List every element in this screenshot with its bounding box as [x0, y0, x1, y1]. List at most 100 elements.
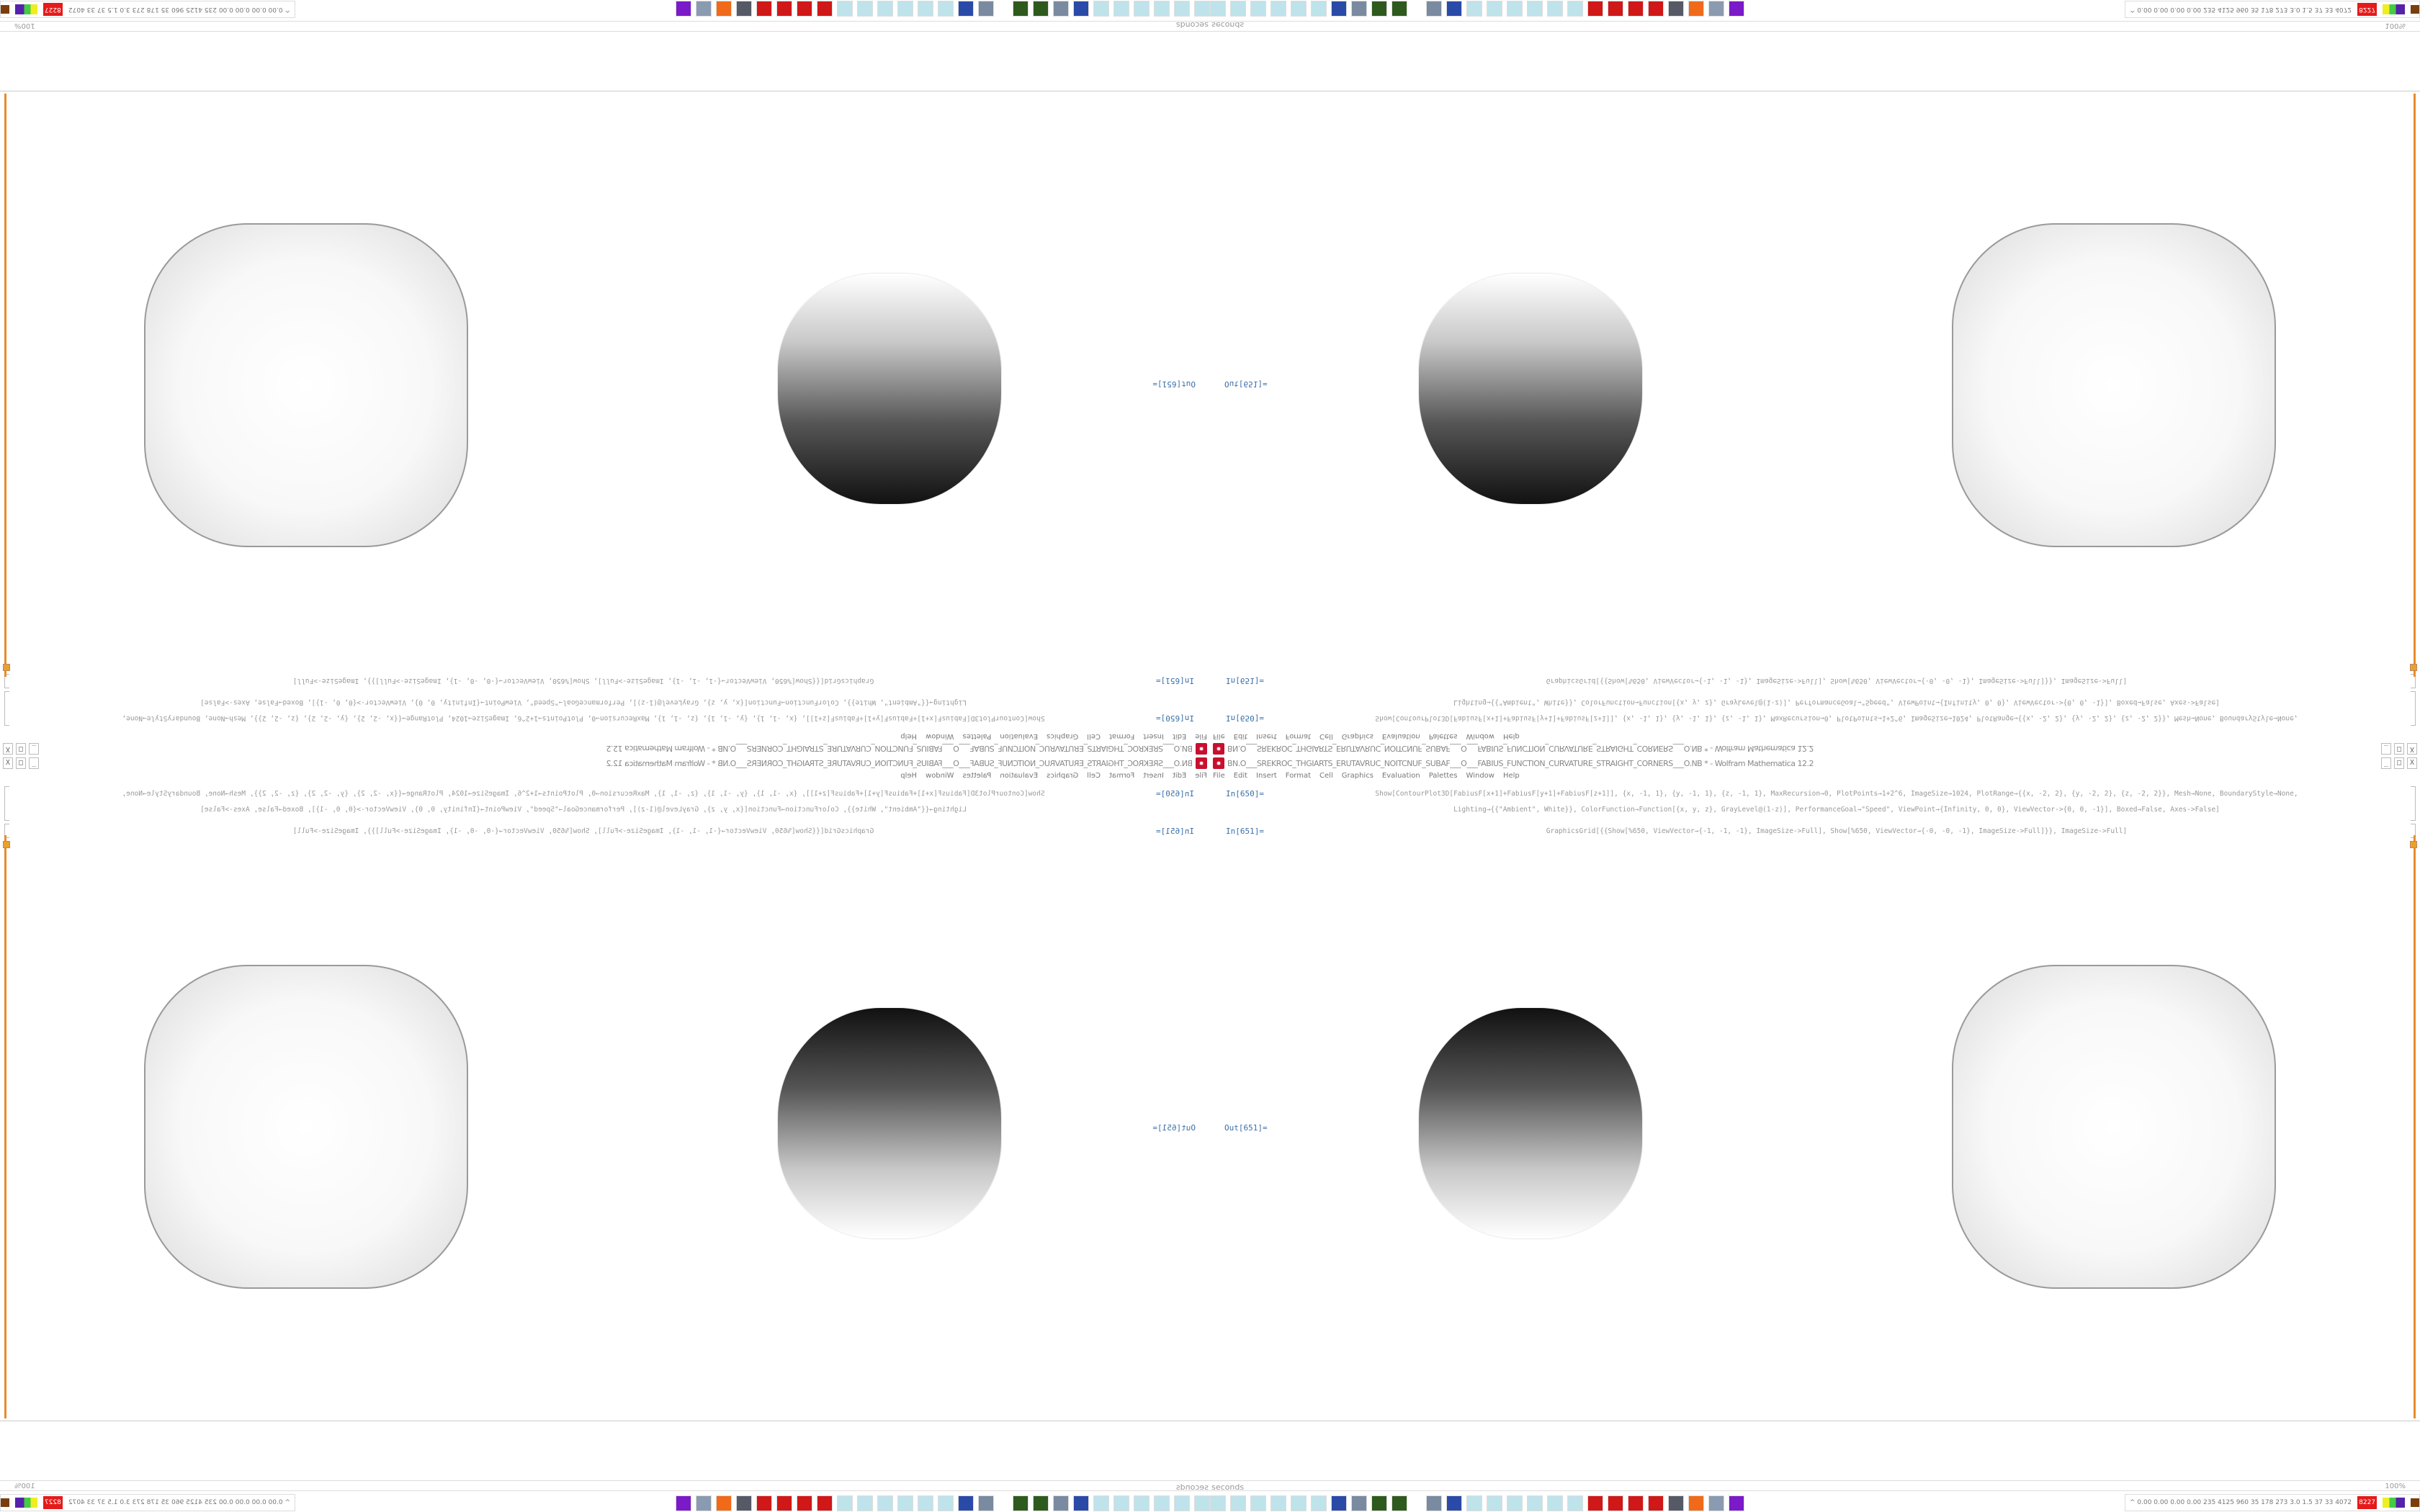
taskbar-mathematica-icon[interactable] [1648, 1495, 1664, 1511]
zoom-level[interactable]: 100% [2385, 1482, 2406, 1490]
taskbar-terminal-icon[interactable] [1371, 1, 1387, 17]
taskbar-server-icon[interactable] [1708, 1495, 1724, 1511]
taskbar-notepad-icon[interactable] [918, 1, 933, 17]
menu-palettes[interactable]: Palettes [962, 772, 992, 780]
taskbar-notepad-icon[interactable] [857, 1, 873, 17]
menu-evaluation[interactable]: Evaluation [1381, 732, 1420, 740]
taskbar-notepad-icon[interactable] [1291, 1, 1307, 17]
taskbar-notepad-icon[interactable] [1174, 1, 1190, 17]
taskbar-mathematica-icon[interactable] [776, 1495, 792, 1511]
menu-evaluation[interactable]: Evaluation [1381, 772, 1420, 780]
taskbar-mathematica-icon[interactable] [1587, 1495, 1603, 1511]
taskbar-computer-icon[interactable] [1053, 1, 1069, 17]
menu-insert[interactable]: Insert [1143, 772, 1164, 780]
taskbar-notepad-icon[interactable] [1507, 1, 1523, 17]
taskbar-computer-icon[interactable] [1426, 1, 1442, 17]
minimize-button[interactable]: _ [2381, 743, 2391, 755]
taskbar-mathematica-icon[interactable] [817, 1495, 833, 1511]
output-graphics[interactable]: Out[651]= [1210, 94, 2420, 677]
taskbar-mathematica-icon[interactable] [776, 1, 792, 17]
input-cell-650[interactable]: In[650]= Show[ContourPlot3D[FabiusF[x+1]… [1210, 786, 2420, 822]
menu-edit[interactable]: Edit [1172, 772, 1187, 780]
taskbar-terminal-icon[interactable] [1013, 1, 1028, 17]
taskbar-computer-icon[interactable] [978, 1495, 994, 1511]
menu-cell[interactable]: Cell [1087, 772, 1101, 780]
taskbar-notepad-icon[interactable] [1507, 1495, 1523, 1511]
graphics-cell-bracket[interactable] [4, 94, 9, 677]
taskbar-floppy-icon[interactable] [1331, 1, 1347, 17]
menu-file[interactable]: File [1213, 772, 1225, 780]
menu-help[interactable]: Help [900, 732, 918, 740]
close-button[interactable]: X [2407, 757, 2417, 769]
taskbar-terminal-icon[interactable] [1033, 1495, 1049, 1511]
taskbar-notepad-icon[interactable] [1154, 1495, 1170, 1511]
menu-insert[interactable]: Insert [1143, 732, 1164, 740]
taskbar-notepad-icon[interactable] [1270, 1495, 1286, 1511]
taskbar-floppy-icon[interactable] [1331, 1495, 1347, 1511]
maximize-button[interactable]: □ [16, 757, 26, 769]
taskbar-firefox-icon[interactable] [1688, 1495, 1704, 1511]
menu-palettes[interactable]: Palettes [962, 732, 992, 740]
taskbar-notepad-icon[interactable] [1270, 1, 1286, 17]
taskbar-notepad-icon[interactable] [938, 1, 954, 17]
close-button[interactable]: X [2407, 743, 2417, 755]
taskbar-notepad-icon[interactable] [857, 1495, 873, 1511]
maximize-button[interactable]: □ [2394, 757, 2404, 769]
taskbar-computer-icon[interactable] [978, 1, 994, 17]
taskbar-notepad-icon[interactable] [1230, 1, 1246, 17]
menu-insert[interactable]: Insert [1256, 772, 1277, 780]
taskbar-network-icon[interactable] [736, 1495, 752, 1511]
zoom-level[interactable]: 100% [2385, 22, 2406, 30]
taskbar-floppy-icon[interactable] [958, 1, 974, 17]
taskbar-floppy-icon[interactable] [1073, 1, 1089, 17]
taskbar-firefox-icon[interactable] [1688, 1, 1704, 17]
taskbar-server-icon[interactable] [1708, 1, 1724, 17]
taskbar-notepad-icon[interactable] [1093, 1495, 1109, 1511]
menu-graphics[interactable]: Graphics [1341, 732, 1373, 740]
taskbar-notepad-icon[interactable] [1134, 1, 1150, 17]
taskbar-notepad-icon[interactable] [1487, 1, 1502, 17]
taskbar-firefox-icon[interactable] [716, 1495, 732, 1511]
taskbar-network-icon[interactable] [736, 1, 752, 17]
cell-bracket[interactable] [4, 786, 9, 821]
menu-file[interactable]: File [1213, 732, 1225, 740]
taskbar-floppy-icon[interactable] [1446, 1495, 1462, 1511]
menu-window[interactable]: Window [926, 772, 954, 780]
zoom-level[interactable]: 100% [14, 22, 35, 30]
minimize-button[interactable]: _ [29, 743, 39, 755]
taskbar-mathematica-icon[interactable] [1648, 1, 1664, 17]
menu-format[interactable]: Format [1285, 772, 1312, 780]
taskbar-notepad-icon[interactable] [918, 1495, 933, 1511]
taskbar-notepad-icon[interactable] [1230, 1495, 1246, 1511]
menu-cell[interactable]: Cell [1319, 772, 1333, 780]
menu-edit[interactable]: Edit [1233, 772, 1248, 780]
graphics-cell-bracket[interactable] [2411, 94, 2416, 677]
maximize-button[interactable]: □ [2394, 743, 2404, 755]
graphics-cell-bracket[interactable] [4, 835, 9, 1418]
taskbar-notepad-icon[interactable] [1134, 1495, 1150, 1511]
menu-format[interactable]: Format [1108, 732, 1135, 740]
zoom-level[interactable]: 100% [14, 1482, 35, 1490]
menu-window[interactable]: Window [1466, 732, 1494, 740]
taskbar-notepad-icon[interactable] [1527, 1, 1543, 17]
taskbar-notepad-icon[interactable] [938, 1495, 954, 1511]
taskbar-app-purple-icon[interactable] [1729, 1495, 1744, 1511]
output-graphics[interactable]: Out[651]= [1210, 835, 2420, 1418]
taskbar-notepad-icon[interactable] [1487, 1495, 1502, 1511]
taskbar-network-icon[interactable] [1668, 1495, 1684, 1511]
taskbar-mathematica-icon[interactable] [797, 1, 812, 17]
taskbar-terminal-icon[interactable] [1392, 1495, 1407, 1511]
taskbar-floppy-icon[interactable] [958, 1495, 974, 1511]
taskbar-app-purple-icon[interactable] [676, 1, 691, 17]
taskbar-notepad-icon[interactable] [837, 1, 853, 17]
taskbar-notepad-icon[interactable] [1154, 1, 1170, 17]
cell-bracket[interactable] [2411, 824, 2416, 838]
cell-bracket[interactable] [2411, 691, 2416, 726]
taskbar-notepad-icon[interactable] [837, 1495, 853, 1511]
taskbar-terminal-icon[interactable] [1013, 1495, 1028, 1511]
taskbar-mathematica-icon[interactable] [1587, 1, 1603, 17]
taskbar-notepad-icon[interactable] [1547, 1, 1563, 17]
taskbar-server-icon[interactable] [696, 1495, 712, 1511]
menu-cell[interactable]: Cell [1087, 732, 1101, 740]
taskbar-floppy-icon[interactable] [1446, 1, 1462, 17]
